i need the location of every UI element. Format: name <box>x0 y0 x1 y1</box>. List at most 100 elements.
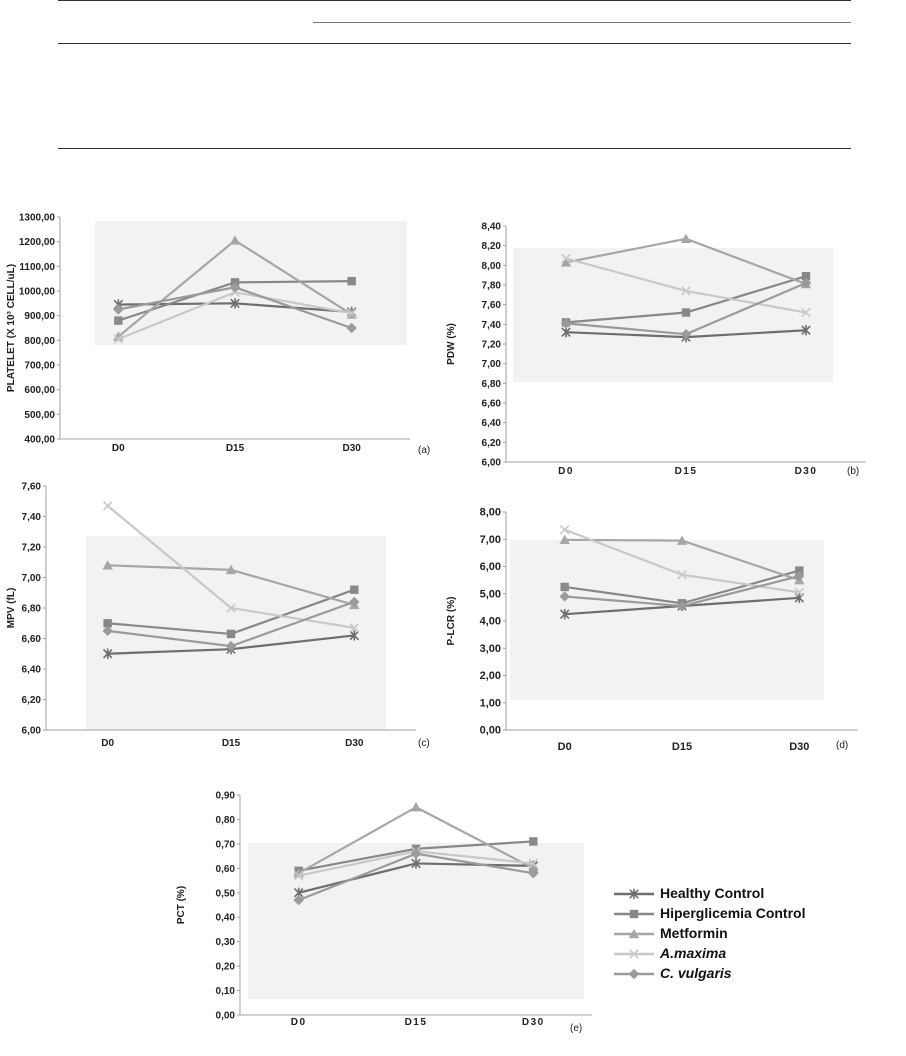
x-tick-label: D0 <box>101 738 114 749</box>
legend-label: Healthy Control <box>660 885 765 901</box>
legend-symbol <box>629 888 639 900</box>
y-tick-label: 0,80 <box>216 815 236 826</box>
y-tick-label: 700,00 <box>24 361 55 372</box>
series-a-maxima <box>102 501 360 633</box>
table-top-rule <box>58 0 851 1</box>
data-point <box>561 327 571 338</box>
x-tick-label: D30 <box>522 1017 545 1028</box>
data-point <box>411 858 421 869</box>
legend-label: A.maxima <box>660 945 727 961</box>
legend-item-c-vulgaris: C. vulgaris <box>612 964 872 984</box>
x-tick-label: D15 <box>672 741 692 753</box>
legend-item-a-maxima: A.maxima <box>612 944 872 964</box>
data-point <box>680 233 692 243</box>
chart-pct: 0,00 0,10 0,20 0,30 0,40 0,50 0,60 0,70 0,80 0,90… <box>176 791 592 1034</box>
y-tick-label: 500,00 <box>24 410 55 421</box>
data-point <box>801 307 811 318</box>
x-tick-label: D0 <box>112 443 125 454</box>
data-point <box>229 235 241 245</box>
data-point <box>410 802 422 812</box>
y-tick-label: 3,00 <box>480 643 501 655</box>
legend-marker <box>614 928 654 939</box>
y-tick-label: 6,60 <box>22 634 42 645</box>
y-tick-label: 0,00 <box>480 725 501 737</box>
x-tick-label: D15 <box>222 738 241 749</box>
y-tick-label: 8,20 <box>482 241 502 252</box>
y-axis-title: PDW (%) <box>446 323 457 365</box>
legend-marker <box>614 888 654 900</box>
data-point <box>677 569 687 580</box>
y-tick-label: 1,00 <box>480 697 501 709</box>
chart-pdw: 6,00 6,20 6,40 6,60 6,80 7,00 7,20 7,40 7,60 7,80… <box>446 222 866 477</box>
data-point <box>794 587 805 598</box>
y-tick-label: 7,60 <box>482 300 502 311</box>
y-tick-label: 7,20 <box>22 543 42 554</box>
data-point <box>349 623 360 633</box>
y-tick-label: 0,20 <box>216 962 236 973</box>
y-tick-label: 6,00 <box>480 561 501 573</box>
y-tick-label: 1100,00 <box>19 262 55 273</box>
data-point <box>114 316 123 325</box>
table-bottom-rule <box>58 148 851 149</box>
data-point <box>103 619 112 628</box>
data-point <box>676 600 688 612</box>
y-tick-label: 1200,00 <box>19 237 56 248</box>
data-point <box>560 318 572 329</box>
y-tick-label: 6,00 <box>482 458 502 469</box>
panel-label: (c) <box>418 738 430 749</box>
legend-symbol <box>628 928 640 939</box>
y-axis-title: PCT (%) <box>176 886 187 924</box>
y-tick-label: 7,00 <box>482 359 502 370</box>
y-tick-label: 6,00 <box>22 726 42 737</box>
legend-marker <box>614 909 654 919</box>
y-tick-label: 8,00 <box>482 261 502 272</box>
data-point <box>561 253 571 264</box>
y-axis-title: MPV (fL) <box>6 588 17 629</box>
y-tick-label: 6,20 <box>482 438 502 449</box>
legend-label: Metformin <box>660 925 728 941</box>
data-point <box>559 524 570 535</box>
data-point <box>801 271 811 281</box>
table-header-rule <box>58 43 851 44</box>
series-metformin <box>560 233 812 289</box>
data-point <box>528 863 539 873</box>
y-axis-title: P-LCR (%) <box>446 597 457 646</box>
data-point <box>102 648 113 659</box>
chart-mpv: 6,00 6,20 6,40 6,60 6,80 7,00 7,20 7,40 7,60 D0 D1… <box>6 482 430 750</box>
data-point <box>559 534 570 544</box>
data-point <box>681 308 691 317</box>
plot-area-shading <box>513 248 833 382</box>
legend-label: Hiperglicemia Control <box>660 905 806 921</box>
legend-symbol <box>629 909 639 919</box>
series-c-vulgaris <box>113 282 357 334</box>
y-tick-label: 2,00 <box>480 670 501 682</box>
y-tick-label: 0,00 <box>216 1011 236 1022</box>
table-subheader-rule <box>313 22 851 23</box>
panel-label: (e) <box>570 1023 582 1034</box>
y-tick-label: 0,70 <box>216 839 236 850</box>
x-tick-label: D30 <box>345 738 364 749</box>
legend-item-healthy-control: Healthy Control <box>612 884 872 904</box>
data-point <box>680 328 692 340</box>
chart-legend: Healthy Control Hiperglicemia Control Me… <box>612 884 872 984</box>
data-point <box>529 837 538 846</box>
x-tick-label: D0 <box>291 1017 307 1028</box>
data-point <box>102 625 113 637</box>
x-tick-label: D0 <box>558 741 572 753</box>
x-tick-label: D30 <box>342 443 361 454</box>
x-tick-label: D30 <box>795 466 818 477</box>
data-point <box>681 286 691 296</box>
y-tick-label: 5,00 <box>480 588 501 600</box>
data-point <box>226 629 236 639</box>
data-point <box>560 257 572 267</box>
data-point <box>293 870 304 881</box>
y-tick-label: 1300,00 <box>19 213 56 224</box>
y-tick-label: 7,80 <box>482 281 502 292</box>
y-tick-label: 6,80 <box>482 379 502 390</box>
y-tick-label: 0,50 <box>216 888 236 899</box>
chart-platelet: 400,00 500,00 600,00 700,00 800,00 900,00 1000… <box>6 213 430 457</box>
y-tick-label: 600,00 <box>24 385 55 396</box>
panel-label: (d) <box>836 740 848 751</box>
y-tick-label: 6,20 <box>22 695 42 706</box>
data-point <box>346 322 357 334</box>
